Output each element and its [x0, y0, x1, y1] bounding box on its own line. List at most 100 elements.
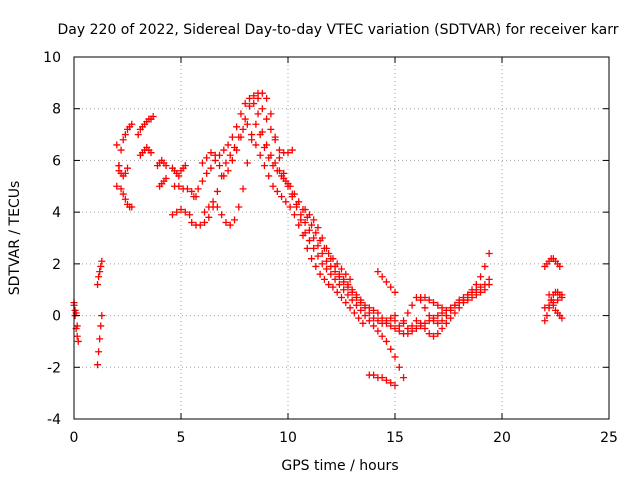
data-point: [412, 325, 420, 332]
y-tick-label: 4: [52, 205, 61, 221]
data-point: [370, 314, 378, 322]
data-point: [352, 291, 360, 299]
series-7: [134, 112, 157, 139]
data-point: [438, 325, 446, 332]
data-point: [224, 167, 232, 175]
data-point: [98, 257, 106, 265]
data-point: [271, 136, 279, 144]
data-point: [207, 149, 215, 157]
data-point: [275, 146, 283, 154]
series-5: [113, 120, 136, 190]
axis-ticks: [73, 56, 610, 420]
data-point: [556, 262, 564, 270]
data-point: [541, 317, 549, 325]
data-point: [258, 105, 266, 113]
data-point: [451, 301, 459, 309]
data-point: [472, 291, 480, 299]
data-point: [220, 172, 228, 180]
data-point: [260, 144, 268, 151]
data-point: [181, 208, 189, 216]
data-point: [117, 146, 125, 154]
series-13: [171, 182, 200, 201]
y-tick-label: 10: [43, 50, 61, 66]
data-point: [404, 325, 412, 332]
data-point: [241, 115, 249, 123]
data-point: [327, 255, 335, 263]
y-tick-label: 0: [52, 309, 61, 325]
data-point: [335, 270, 343, 278]
data-point: [318, 260, 326, 268]
data-point: [241, 100, 249, 108]
data-point: [481, 286, 489, 294]
data-point: [459, 299, 467, 307]
data-point: [295, 198, 303, 206]
data-point: [543, 312, 551, 320]
data-point: [258, 89, 266, 97]
data-point: [293, 203, 301, 211]
data-point: [203, 169, 211, 177]
data-point: [73, 322, 81, 330]
data-point: [310, 244, 318, 252]
data-points: [70, 89, 566, 389]
data-point: [250, 92, 258, 100]
data-point: [254, 94, 262, 102]
data-point: [365, 304, 373, 312]
y-tick-label: 6: [52, 153, 61, 169]
data-point: [128, 120, 136, 128]
data-point: [387, 322, 395, 330]
data-point: [216, 162, 224, 170]
series-23: [374, 268, 399, 296]
data-point: [421, 325, 429, 332]
data-point: [382, 337, 390, 345]
data-point: [181, 162, 189, 170]
data-point: [481, 262, 489, 270]
chart-title: Day 220 of 2022, Sidereal Day-to-day VTE…: [58, 22, 619, 38]
data-point: [205, 213, 213, 221]
data-point: [119, 136, 127, 144]
x-axis-title: GPS time / hours: [281, 458, 398, 474]
data-point: [425, 312, 433, 320]
data-point: [205, 203, 213, 211]
data-point: [297, 216, 305, 224]
data-point: [301, 229, 309, 237]
data-point: [430, 332, 438, 340]
data-point: [233, 123, 241, 131]
data-point: [201, 218, 209, 226]
data-point: [434, 330, 442, 338]
data-point: [395, 363, 403, 371]
data-point: [430, 299, 438, 307]
y-tick-label: -4: [47, 412, 61, 428]
data-point: [305, 237, 313, 245]
y-tick-label: -2: [47, 360, 61, 376]
data-point: [295, 221, 303, 229]
data-point: [464, 296, 472, 304]
data-point: [400, 374, 408, 382]
data-point: [468, 293, 476, 301]
data-point: [327, 270, 335, 278]
data-point: [282, 177, 290, 185]
data-point: [235, 203, 243, 211]
data-point: [434, 312, 442, 320]
data-point: [346, 275, 354, 283]
data-point: [237, 110, 245, 118]
data-point: [278, 172, 286, 180]
data-point: [286, 203, 294, 211]
data-point: [243, 159, 251, 167]
data-point: [94, 281, 102, 289]
data-point: [173, 208, 181, 216]
series-12: [168, 206, 194, 219]
data-point: [196, 221, 204, 229]
data-point: [455, 296, 463, 304]
grid-lines: [74, 57, 609, 419]
data-point: [357, 306, 365, 314]
x-tick-label: 10: [279, 430, 297, 446]
data-point: [121, 131, 129, 139]
data-point: [549, 299, 557, 307]
y-axis-title: SDTVAR / TECUs: [7, 181, 23, 296]
y-tick-label: 8: [52, 102, 61, 118]
data-point: [391, 325, 399, 332]
data-point: [233, 146, 241, 154]
data-point: [558, 314, 566, 322]
data-point: [323, 244, 331, 252]
data-point: [213, 187, 221, 195]
